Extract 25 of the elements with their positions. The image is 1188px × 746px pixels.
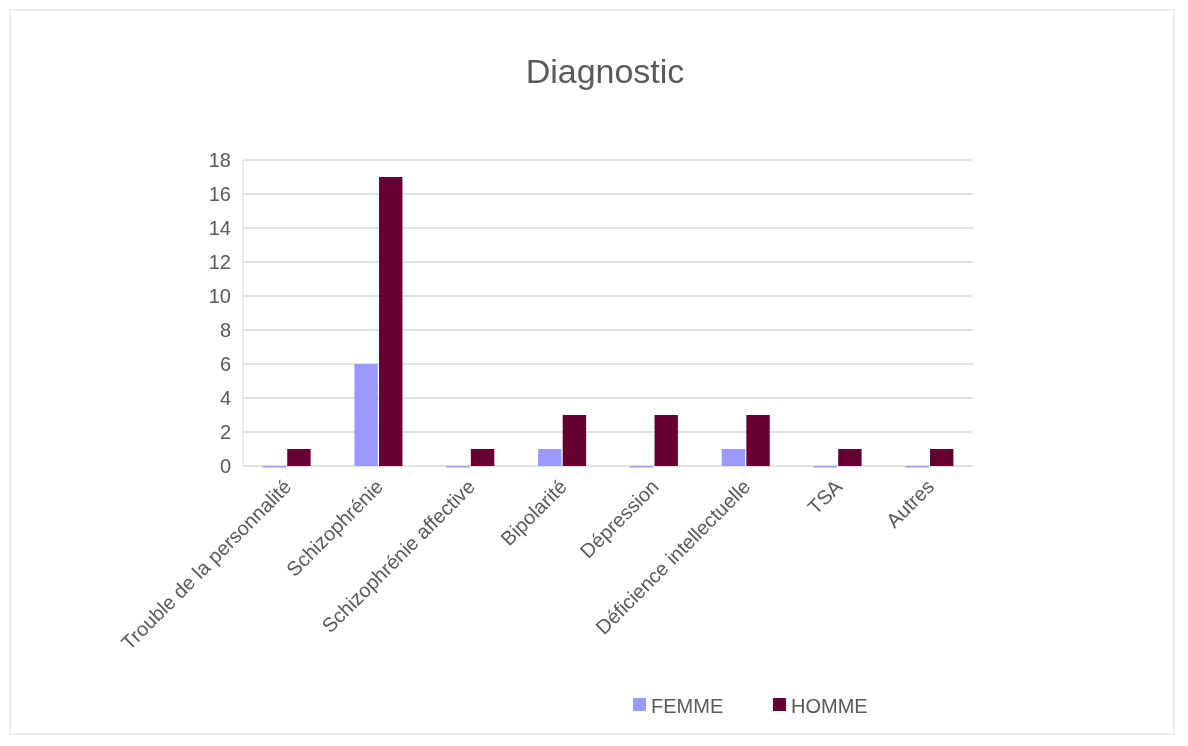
bar [470,449,495,466]
chart-title: Diagnostic [525,52,685,90]
y-tick-label: 4 [219,387,231,409]
y-tick-label: 12 [208,251,231,273]
y-tick-label: 14 [208,217,231,239]
bar [354,364,378,466]
bar [379,177,403,466]
y-tick-label: 0 [219,455,231,477]
bar [654,415,678,466]
bar [746,415,770,466]
x-tick-label: TSA [803,474,847,519]
bar [538,449,562,466]
bar [721,449,746,466]
y-tick-label: 16 [208,183,231,205]
legend-label: FEMME [651,695,724,717]
y-tick-label: 8 [219,319,231,341]
y-tick-label: 6 [219,353,231,375]
legend-label: HOMME [791,695,868,717]
bar [838,449,862,466]
y-tick-label: 2 [219,421,231,443]
y-tick-label: 10 [208,285,231,307]
y-tick-label: 18 [208,149,231,171]
bar [930,449,954,466]
bar [562,415,587,466]
bar [287,449,311,466]
